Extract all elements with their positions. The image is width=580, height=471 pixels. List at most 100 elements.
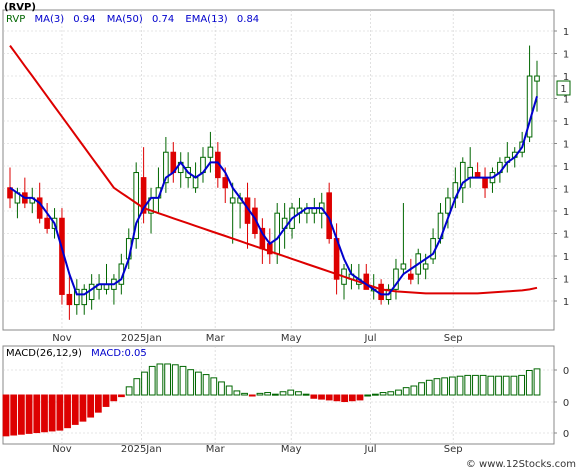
macd-bar: [364, 394, 372, 397]
macd-bar: [118, 394, 125, 398]
macd-bar: [372, 393, 379, 396]
macd-bar: [241, 392, 248, 396]
macd-bar: [333, 394, 341, 402]
ma3-line: [9, 96, 538, 296]
legend-ema13-value: 0.84: [237, 14, 259, 25]
macd-bar: [256, 392, 264, 396]
macd-bar: [356, 394, 364, 401]
candle-body: [422, 263, 429, 270]
macd-bar: [348, 394, 356, 402]
macd-bar: [33, 394, 41, 434]
macd-x-tick-label: Jul: [363, 444, 376, 455]
macd-legend: MACD(26,12,9) MACD:0.05: [6, 348, 147, 359]
legend-ma50-value: 0.74: [152, 14, 174, 25]
macd-bars: [2, 363, 541, 437]
candle-body: [81, 288, 88, 306]
price-y-tick-label: 1: [563, 140, 569, 151]
candle-body: [459, 161, 466, 189]
macd-bar: [148, 365, 156, 396]
macd-bar: [287, 389, 295, 396]
macd-legend-value: MACD:0.05: [91, 348, 147, 359]
macd-bar: [418, 382, 425, 396]
price-x-tick-label: May: [281, 333, 302, 344]
candle-body: [467, 166, 473, 179]
macd-bar: [25, 394, 33, 434]
macd-bar: [379, 392, 387, 396]
macd-x-tick-label: Mar: [206, 444, 226, 455]
macd-bar: [525, 370, 533, 396]
candle-body: [192, 177, 199, 189]
candle-body: [445, 197, 451, 214]
legend-ma3-value: 0.94: [73, 14, 95, 25]
macd-bar: [202, 374, 210, 396]
candle-body: [163, 151, 169, 184]
price-lines: [9, 45, 538, 296]
price-y-tick-label: 1: [563, 162, 569, 173]
macd-bar: [110, 394, 118, 402]
candle-body: [393, 268, 399, 290]
candle-body: [44, 217, 50, 229]
price-y-tick-label: 1: [563, 252, 569, 263]
macd-bar: [179, 365, 187, 396]
macd-bar: [448, 376, 456, 396]
macd-bar: [433, 378, 441, 396]
macd-bar: [56, 394, 64, 431]
macd-bar: [472, 374, 479, 396]
macd-bar: [395, 389, 402, 396]
macd-x-tick-label: Nov: [52, 444, 72, 455]
macd-bar: [10, 394, 18, 436]
legend-ma3-label: MA(3): [34, 14, 64, 25]
legend-ema13-label: EMA(13): [185, 14, 227, 25]
price-y-tick-label: 1: [563, 95, 569, 106]
macd-bar: [279, 391, 287, 396]
macd-bar: [48, 394, 56, 432]
macd-legend-label: MACD(26,12,9): [6, 348, 82, 359]
macd-bar: [533, 368, 541, 396]
macd-x-tick-label: May: [281, 444, 302, 455]
candle-body: [88, 283, 95, 301]
macd-y-tick-label: 0: [563, 429, 569, 440]
macd-bar: [141, 371, 148, 396]
macd-bar: [341, 394, 348, 403]
macd-x-ticks: Nov 2025Jan Mar May Jul Sep: [52, 444, 462, 455]
macd-bar: [102, 394, 110, 407]
macd-bar: [164, 363, 171, 396]
macd-bar: [441, 377, 449, 396]
macd-bar: [318, 394, 325, 400]
macd-bar: [518, 374, 525, 396]
price-y-tick-label: 1: [563, 50, 569, 61]
candle-body: [400, 263, 407, 270]
candle-body: [378, 283, 384, 301]
price-x-tick-label: Jul: [363, 333, 376, 344]
price-y-tick-label: 1: [563, 207, 569, 218]
candle-body: [74, 288, 80, 306]
macd-bar: [64, 394, 71, 429]
candle-body: [482, 177, 488, 189]
price-x-tick-label: Mar: [206, 333, 226, 344]
price-y-tick-label: 1: [563, 275, 569, 286]
macd-x-tick-label: 2025Jan: [121, 444, 162, 455]
macd-bar: [79, 394, 87, 422]
macd-bar: [402, 387, 410, 396]
current-value-box: [556, 80, 571, 96]
price-x-tick-label: Nov: [52, 333, 72, 344]
macd-panel: 0 0 0 Nov 2025Jan Mar May Jul Sep: [2, 345, 569, 455]
macd-bar: [94, 394, 102, 413]
macd-bar: [87, 394, 95, 418]
macd-bar: [71, 394, 79, 425]
candle-body: [66, 293, 73, 306]
price-panel-frame: [2, 9, 555, 331]
macd-bar: [410, 385, 418, 396]
macd-bar: [464, 374, 472, 396]
macd-bar: [325, 394, 333, 401]
legend-ma50-label: MA(50): [107, 14, 143, 25]
macd-bar: [225, 385, 233, 396]
macd-bar: [264, 392, 272, 396]
macd-bar: [187, 369, 195, 396]
price-x-tick-label: Sep: [444, 333, 463, 344]
macd-bar: [387, 391, 395, 396]
macd-bar: [218, 381, 225, 396]
